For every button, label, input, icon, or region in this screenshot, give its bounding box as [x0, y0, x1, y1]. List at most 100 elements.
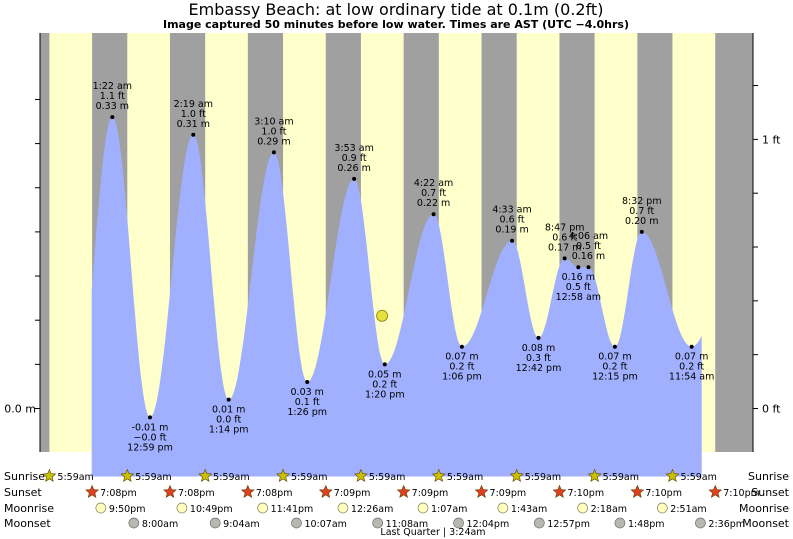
astronomy-rows: Sunrise Sunrise Sunset Sunset Moonrise Moonri…: [4, 468, 790, 538]
extreme-point: [191, 132, 196, 137]
extreme-time: 1:22 am: [93, 81, 132, 92]
extreme-point: [431, 212, 436, 217]
sunrise-time: 5:59am: [57, 472, 93, 483]
moonrise-icon: [257, 502, 268, 514]
left-tick-label: 0.0 m: [4, 403, 36, 416]
extreme-metres: 0.08 m: [522, 343, 555, 354]
sunset-icon: [630, 484, 645, 498]
extreme-point: [510, 238, 515, 243]
sunrise-icon: [354, 468, 368, 482]
sunrise-time: 5:59am: [603, 472, 639, 483]
extreme-metres: 0.22 m: [417, 198, 450, 209]
sunrise-icon: [120, 468, 135, 482]
extreme-metres: 0.19 m: [495, 225, 528, 236]
extreme-time: 12:42 pm: [516, 363, 562, 374]
sunrise-icon: [276, 468, 290, 482]
moonset-icon: [372, 517, 383, 529]
right-tick-label: 1 ft: [762, 133, 781, 146]
sunrise-icon: [509, 468, 524, 482]
extreme-feet: 0.5 ft: [566, 282, 591, 293]
extreme-metres: 0.29 m: [257, 136, 290, 147]
extreme-feet: 0.2 ft: [372, 379, 397, 390]
axes: 0.0 m 0 ft 1 ft: [4, 33, 781, 452]
extreme-feet: 0.5 ft: [576, 241, 601, 252]
moonrise-icon: [577, 502, 588, 514]
sunset-time: 7:08pm: [178, 488, 215, 499]
extreme-feet: 0.2 ft: [449, 362, 474, 373]
extreme-point: [459, 344, 464, 349]
extreme-time: 4:06 am: [569, 231, 608, 242]
moonset-icon: [291, 517, 302, 529]
extreme-time: 2:19 am: [174, 99, 213, 110]
tide-curve: [91, 117, 702, 477]
sunrise-time: 5:59am: [135, 472, 171, 483]
sunset-icon: [474, 484, 489, 498]
moon-phase-label: Last Quarter | 3:24am: [380, 527, 485, 538]
sunset-icon: [163, 484, 177, 498]
extreme-point: [226, 397, 231, 402]
extreme-point: [110, 115, 115, 120]
moonset-icon: [209, 517, 221, 529]
row-label-left: Sunrise: [4, 470, 45, 483]
extreme-metres: 0.16 m: [562, 272, 595, 283]
extreme-metres: 0.01 m: [212, 405, 245, 416]
extreme-time: 12:59 pm: [127, 442, 173, 453]
extreme-time: 4:22 am: [414, 178, 453, 189]
sunset-time: 7:08pm: [256, 488, 293, 499]
row-label-right: Sunrise: [748, 470, 789, 483]
extreme-time: 3:10 am: [254, 116, 293, 127]
extreme-time: 3:53 am: [334, 143, 373, 154]
moonrise-time: 2:18am: [591, 504, 627, 515]
extreme-point: [536, 335, 541, 340]
extreme-metres: 0.26 m: [337, 163, 370, 174]
extreme-point: [562, 256, 567, 261]
current-time-marker: [376, 309, 388, 322]
sunset-time: 7:08pm: [100, 488, 137, 499]
moonrise-time: 12:26am: [351, 504, 393, 515]
sunset-time: 7:09pm: [334, 488, 371, 499]
moonrise-icon: [95, 502, 107, 514]
row-label-right: Moonset: [742, 517, 789, 530]
chart-title: Embassy Beach: at low ordinary tide at 0…: [189, 0, 604, 19]
sunset-time: 7:10pm: [645, 488, 682, 499]
sunrise-icon: [587, 468, 602, 482]
extreme-point: [689, 344, 694, 349]
sunset-icon: [318, 484, 333, 498]
extreme-feet: 0.1 ft: [295, 397, 320, 408]
moonset-icon: [453, 517, 464, 529]
moonset-time: 12:57pm: [547, 519, 590, 530]
extreme-point: [639, 229, 644, 234]
extreme-feet: 1.0 ft: [261, 126, 286, 137]
extreme-feet: 0.2 ft: [602, 362, 627, 373]
extreme-feet: −0.0 ft: [134, 432, 167, 443]
extreme-metres: 0.07 m: [445, 352, 478, 363]
sunrise-icon: [198, 468, 213, 482]
extreme-metres: -0.01 m: [132, 422, 169, 433]
extreme-metres: 0.16 m: [572, 251, 605, 262]
sunset-time: 7:10pm: [567, 488, 604, 499]
extreme-metres: 0.20 m: [625, 216, 658, 227]
extreme-time: 8:47 pm: [545, 222, 585, 233]
moonrise-time: 2:51am: [670, 504, 706, 515]
sunrise-time: 5:59am: [680, 472, 716, 483]
moonset-icon: [128, 517, 140, 529]
extreme-feet: 0.0 ft: [216, 415, 241, 426]
extreme-metres: 0.07 m: [598, 352, 631, 363]
extreme-feet: 0.6 ft: [552, 232, 577, 243]
moonset-time: 12:04pm: [467, 519, 510, 530]
extreme-point: [382, 362, 387, 367]
extreme-metres: 0.07 m: [675, 352, 708, 363]
extreme-feet: 0.6 ft: [500, 215, 525, 226]
extreme-time: 1:20 pm: [365, 389, 405, 400]
sunset-icon: [85, 484, 100, 498]
moonrise-icon: [337, 502, 349, 514]
extreme-point: [586, 265, 591, 270]
moonset-time: 2:36pm: [708, 519, 745, 530]
moonrise-icon: [417, 502, 429, 514]
extreme-time: 1:14 pm: [209, 425, 249, 436]
moonset-time: 10:07am: [304, 519, 346, 530]
sunrise-time: 5:59am: [525, 472, 561, 483]
row-label-right: Moonrise: [739, 502, 789, 515]
moonset-icon: [533, 517, 545, 529]
extreme-feet: 1.1 ft: [100, 91, 125, 102]
